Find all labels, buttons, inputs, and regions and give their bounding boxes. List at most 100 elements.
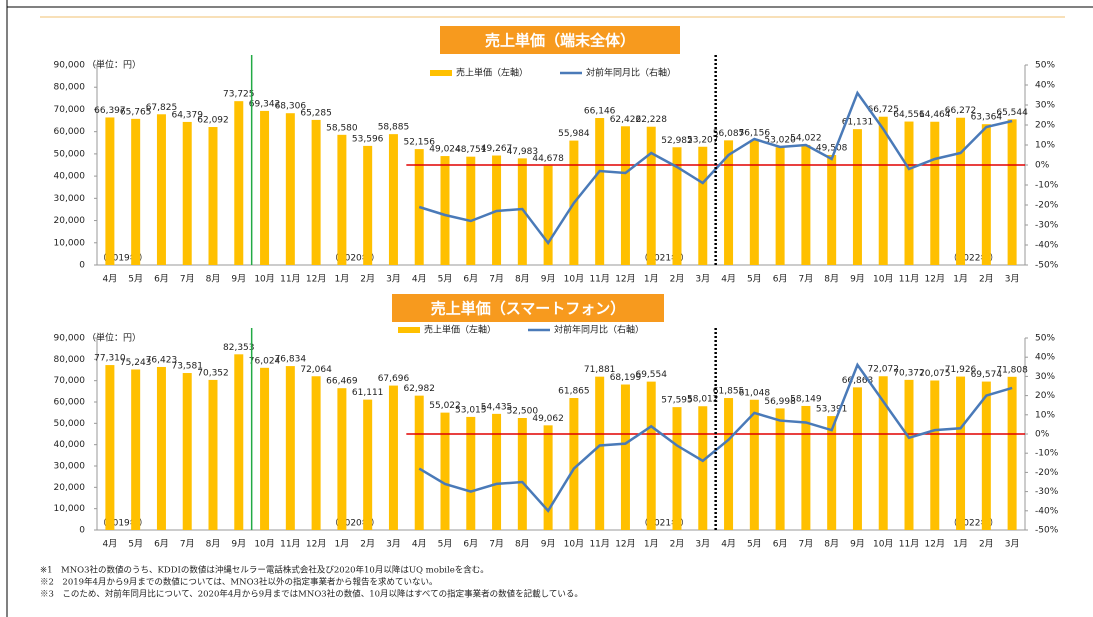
bar <box>466 416 476 530</box>
x-tick-label: 4月 <box>103 274 118 285</box>
x-tick-label: 8月 <box>824 274 839 285</box>
bar <box>1007 376 1017 530</box>
value-label: 62,982 <box>403 384 435 394</box>
x-tick-label: 1月 <box>644 274 659 285</box>
bar <box>337 388 347 530</box>
bar <box>775 147 785 265</box>
bar <box>827 154 837 265</box>
value-label: 73,725 <box>223 90 255 100</box>
bar <box>930 121 940 265</box>
bar <box>904 379 914 530</box>
bar <box>595 118 605 266</box>
x-tick-label: 10月 <box>873 539 893 550</box>
note: ※3 このため、対前年同月比について、2020年4月から9月まではMNO3社の数… <box>40 589 583 600</box>
value-label: 58,149 <box>790 394 822 404</box>
value-label: 56,087 <box>713 129 745 139</box>
value-label: 71,808 <box>996 365 1028 375</box>
x-tick-label: 3月 <box>386 274 401 285</box>
value-label: 66,397 <box>94 106 126 116</box>
year-label: （2020年） <box>330 517 380 529</box>
bar <box>981 381 991 530</box>
x-tick-label: 9月 <box>541 539 556 550</box>
y-tick-label: 80,000 <box>54 83 86 93</box>
y-tick-label: 80,000 <box>54 355 86 365</box>
x-tick-label: 1月 <box>953 274 968 285</box>
value-label: 66,146 <box>584 107 616 117</box>
value-label: 66,863 <box>842 376 874 386</box>
y2-tick-label: 10% <box>1035 141 1055 151</box>
y-tick-label: 50,000 <box>54 149 86 159</box>
x-tick-label: 7月 <box>180 539 195 550</box>
x-tick-label: 9月 <box>541 274 556 285</box>
bar <box>492 413 502 530</box>
value-label: 61,111 <box>352 388 384 398</box>
x-tick-label: 7月 <box>799 539 814 550</box>
value-label: 70,372 <box>893 368 925 378</box>
bar <box>646 126 656 266</box>
value-label: 67,825 <box>146 103 178 113</box>
x-tick-label: 1月 <box>335 539 350 550</box>
value-label: 77,310 <box>94 354 126 364</box>
y2-tick-label: 0% <box>1035 161 1050 171</box>
value-label: 53,207 <box>687 135 719 145</box>
value-label: 66,272 <box>945 106 977 116</box>
bar <box>337 134 347 265</box>
x-tick-label: 9月 <box>850 539 865 550</box>
x-tick-label: 5月 <box>747 274 762 285</box>
title-box <box>440 26 680 54</box>
bar <box>904 121 914 265</box>
x-tick-label: 12月 <box>615 274 635 285</box>
x-tick-label: 12月 <box>306 274 326 285</box>
bar <box>543 425 553 530</box>
x-tick-label: 4月 <box>721 539 736 550</box>
bar <box>131 369 141 530</box>
legend-label: 対前年同月比（右軸） <box>586 67 676 79</box>
value-label: 65,544 <box>996 108 1028 118</box>
y-tick-label: 70,000 <box>54 376 86 386</box>
bar <box>466 156 476 265</box>
value-label: 70,075 <box>919 369 951 379</box>
bar <box>363 145 373 265</box>
value-label: 53,020 <box>764 136 796 146</box>
x-tick-label: 6月 <box>154 274 169 285</box>
yoy-line <box>418 362 1013 513</box>
value-label: 64,551 <box>893 110 925 120</box>
year-label: （2020年） <box>330 252 380 264</box>
bar <box>672 147 682 265</box>
y-tick-label: 0 <box>79 526 85 536</box>
y-tick-label: 60,000 <box>54 398 86 408</box>
legend-swatch <box>430 70 452 76</box>
y2-tick-label: -10% <box>1035 181 1059 191</box>
y2-tick-label: 40% <box>1035 353 1055 363</box>
value-label: 55,022 <box>429 401 461 411</box>
x-tick-label: 1月 <box>644 539 659 550</box>
y2-tick-label: -10% <box>1035 449 1059 459</box>
bar <box>543 165 553 265</box>
y2-tick-label: -20% <box>1035 201 1059 211</box>
x-tick-label: 6月 <box>463 274 478 285</box>
x-tick-label: 5月 <box>747 539 762 550</box>
x-tick-label: 5月 <box>438 274 453 285</box>
x-tick-label: 2月 <box>360 274 375 285</box>
bar <box>285 366 295 530</box>
legend-label: 対前年同月比（右軸） <box>554 324 644 336</box>
value-label: 76,024 <box>249 356 281 366</box>
value-label: 58,012 <box>687 395 719 405</box>
bar <box>878 116 888 265</box>
bar <box>801 144 811 265</box>
x-tick-label: 9月 <box>231 539 246 550</box>
value-label: 61,131 <box>842 118 874 128</box>
value-label: 65,765 <box>120 107 152 117</box>
year-label: （2021年） <box>639 517 689 529</box>
bar <box>260 110 270 265</box>
y-tick-label: 10,000 <box>54 238 86 248</box>
x-tick-label: 12月 <box>306 539 326 550</box>
bar <box>234 101 244 266</box>
value-label: 61,855 <box>713 387 745 397</box>
x-tick-label: 8月 <box>206 274 221 285</box>
x-tick-label: 4月 <box>721 274 736 285</box>
y-tick-label: 50,000 <box>54 419 86 429</box>
value-label: 68,199 <box>610 373 642 383</box>
value-label: 76,423 <box>146 355 178 365</box>
bar <box>414 395 424 530</box>
